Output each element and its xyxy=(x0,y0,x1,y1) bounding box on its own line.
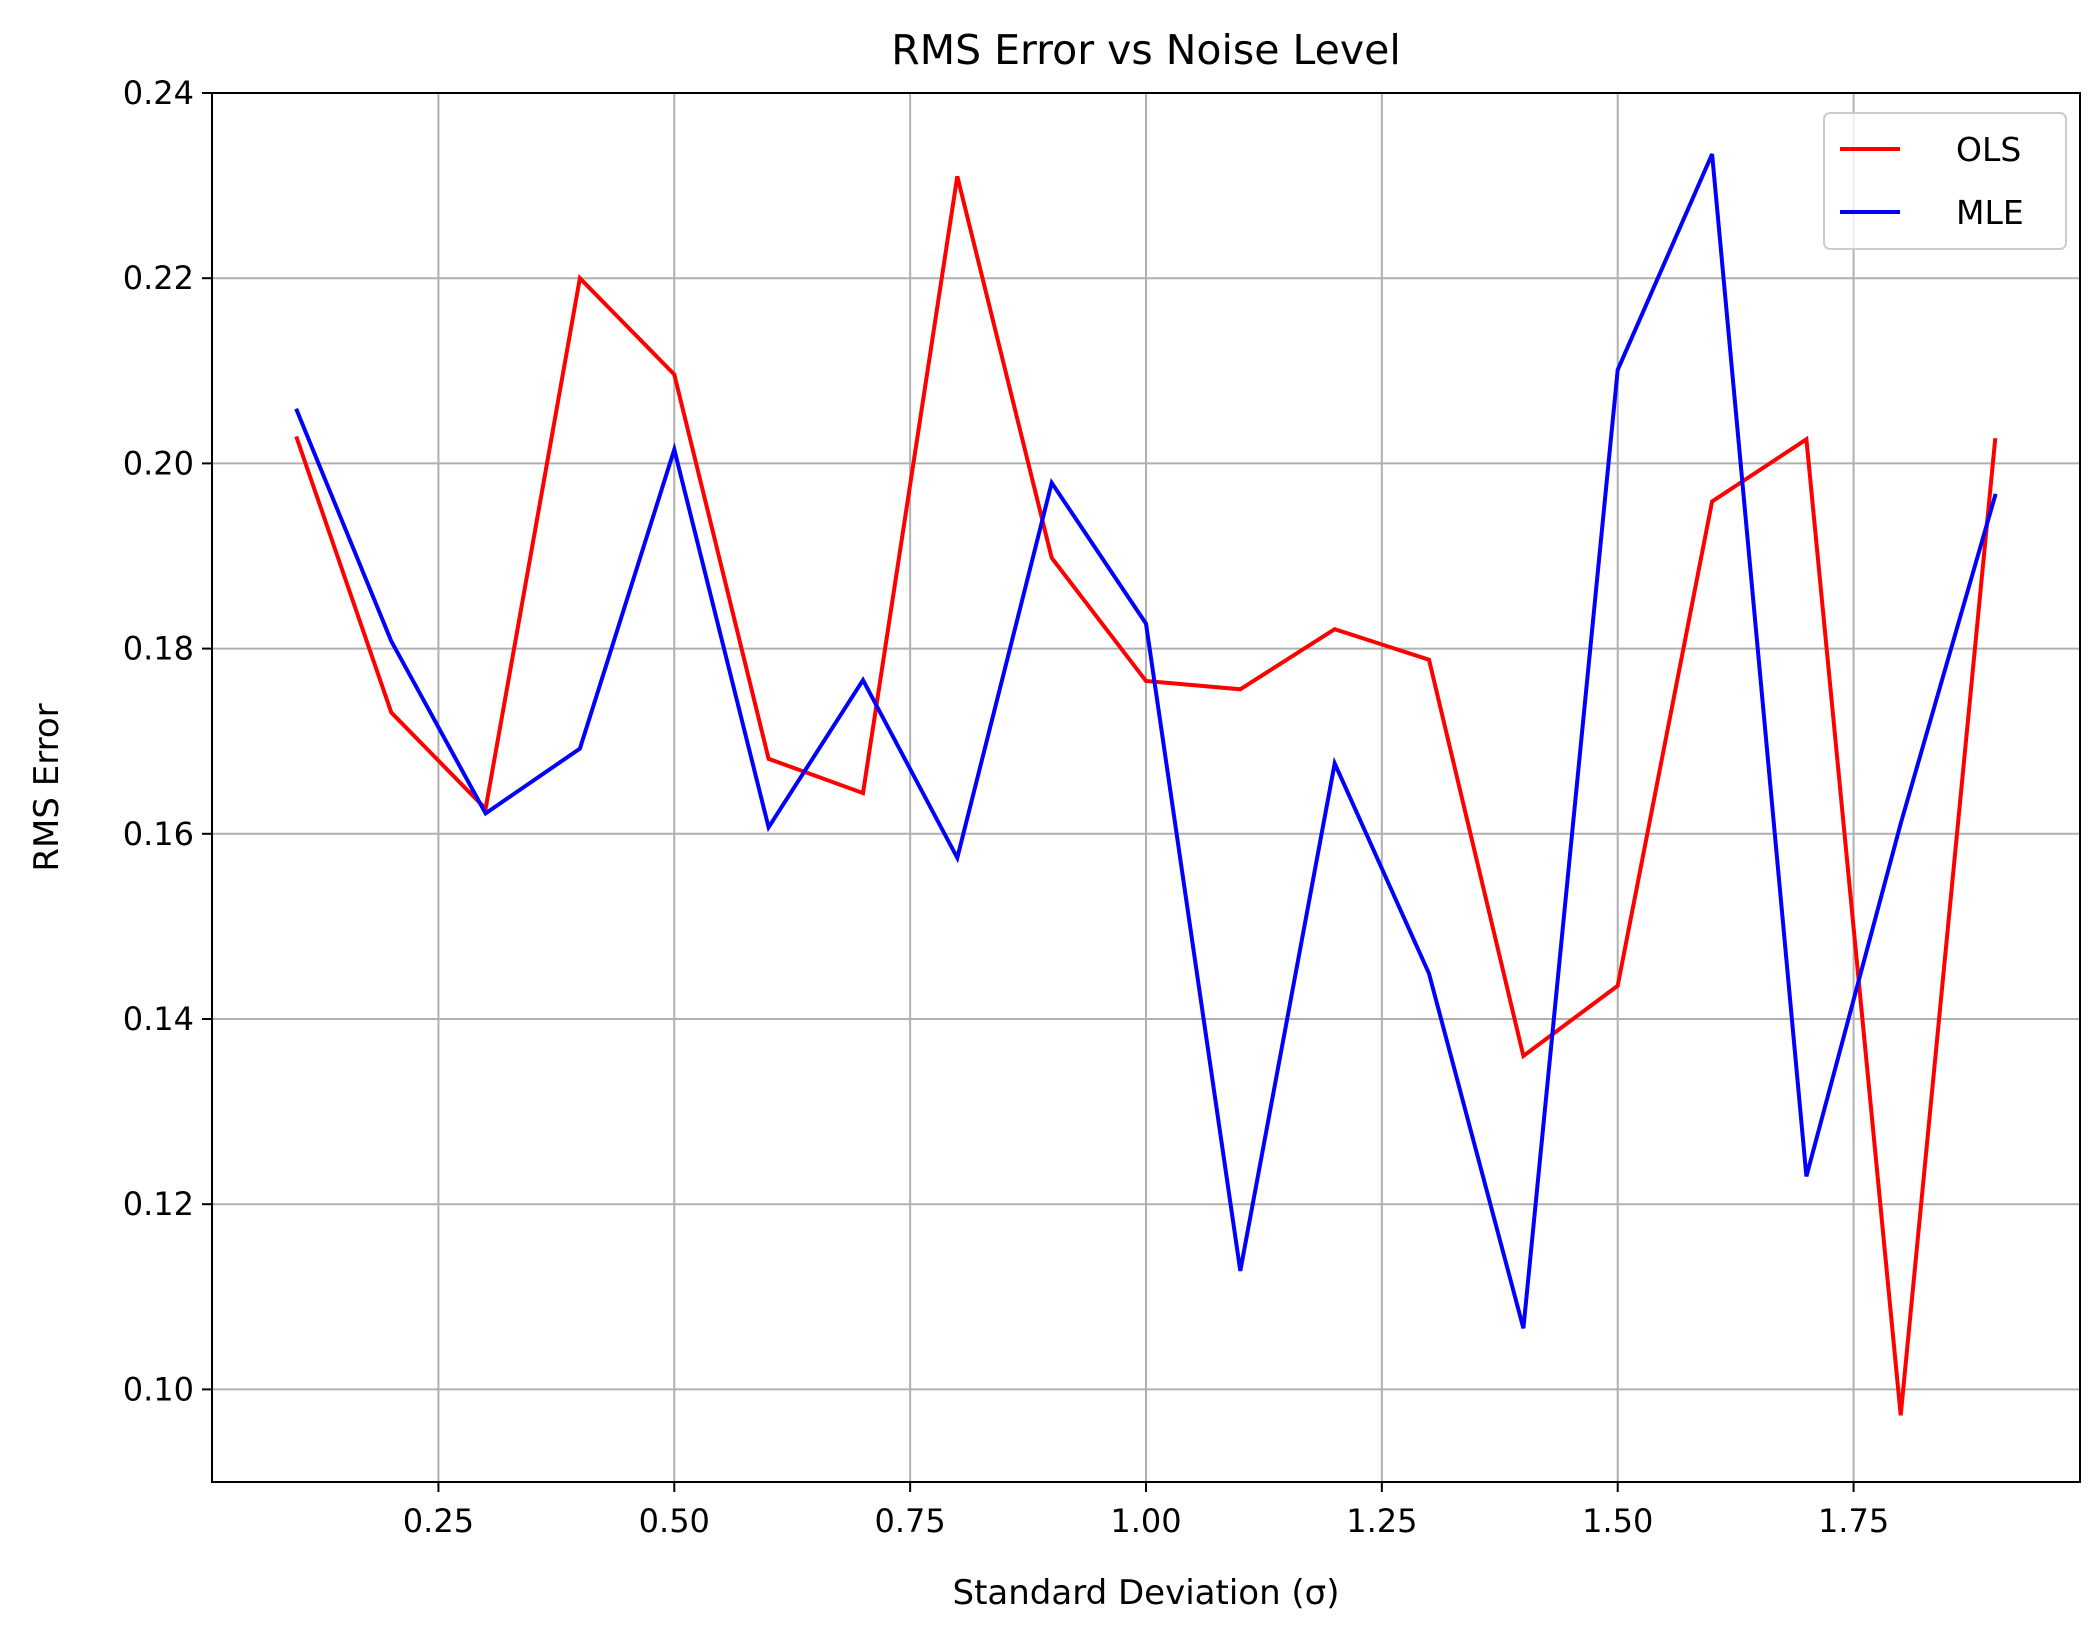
x-axis-label: Standard Deviation (σ) xyxy=(953,1573,1340,1613)
x-tick-label: 1.25 xyxy=(1346,1502,1417,1540)
x-tick-label: 0.25 xyxy=(403,1502,474,1540)
legend-box xyxy=(1823,112,2067,250)
x-tick-label: 1.50 xyxy=(1582,1502,1653,1540)
x-tick-label: 0.75 xyxy=(875,1502,946,1540)
y-tick-label: 0.24 xyxy=(123,74,194,112)
y-tick-label: 0.18 xyxy=(123,630,194,668)
y-tick-label: 0.16 xyxy=(123,815,194,853)
axis-ticks: 0.25 0.50 0.75 1.00 1.25 1.50 1.75 0.10 0.12 0.14… xyxy=(123,74,1889,1540)
y-tick-label: 0.20 xyxy=(123,444,194,482)
y-tick-label: 0.10 xyxy=(123,1370,194,1408)
y-axis-label: RMS Error xyxy=(27,703,67,871)
legend: OLS MLE xyxy=(1823,112,2067,250)
x-tick-label: 1.00 xyxy=(1110,1502,1181,1540)
y-tick-label: 0.14 xyxy=(123,1000,194,1038)
legend-label-mle: MLE xyxy=(1956,193,2024,232)
series-lines xyxy=(294,153,1998,1416)
x-tick-label: 1.75 xyxy=(1818,1502,1889,1540)
series-line-mle xyxy=(294,153,1998,1329)
y-tick-label: 0.22 xyxy=(123,259,194,297)
series-line-ols xyxy=(294,175,1998,1416)
chart-title: RMS Error vs Noise Level xyxy=(891,26,1401,74)
y-tick-label: 0.12 xyxy=(123,1185,194,1223)
x-tick-label: 0.50 xyxy=(639,1502,710,1540)
legend-label-ols: OLS xyxy=(1956,130,2021,169)
